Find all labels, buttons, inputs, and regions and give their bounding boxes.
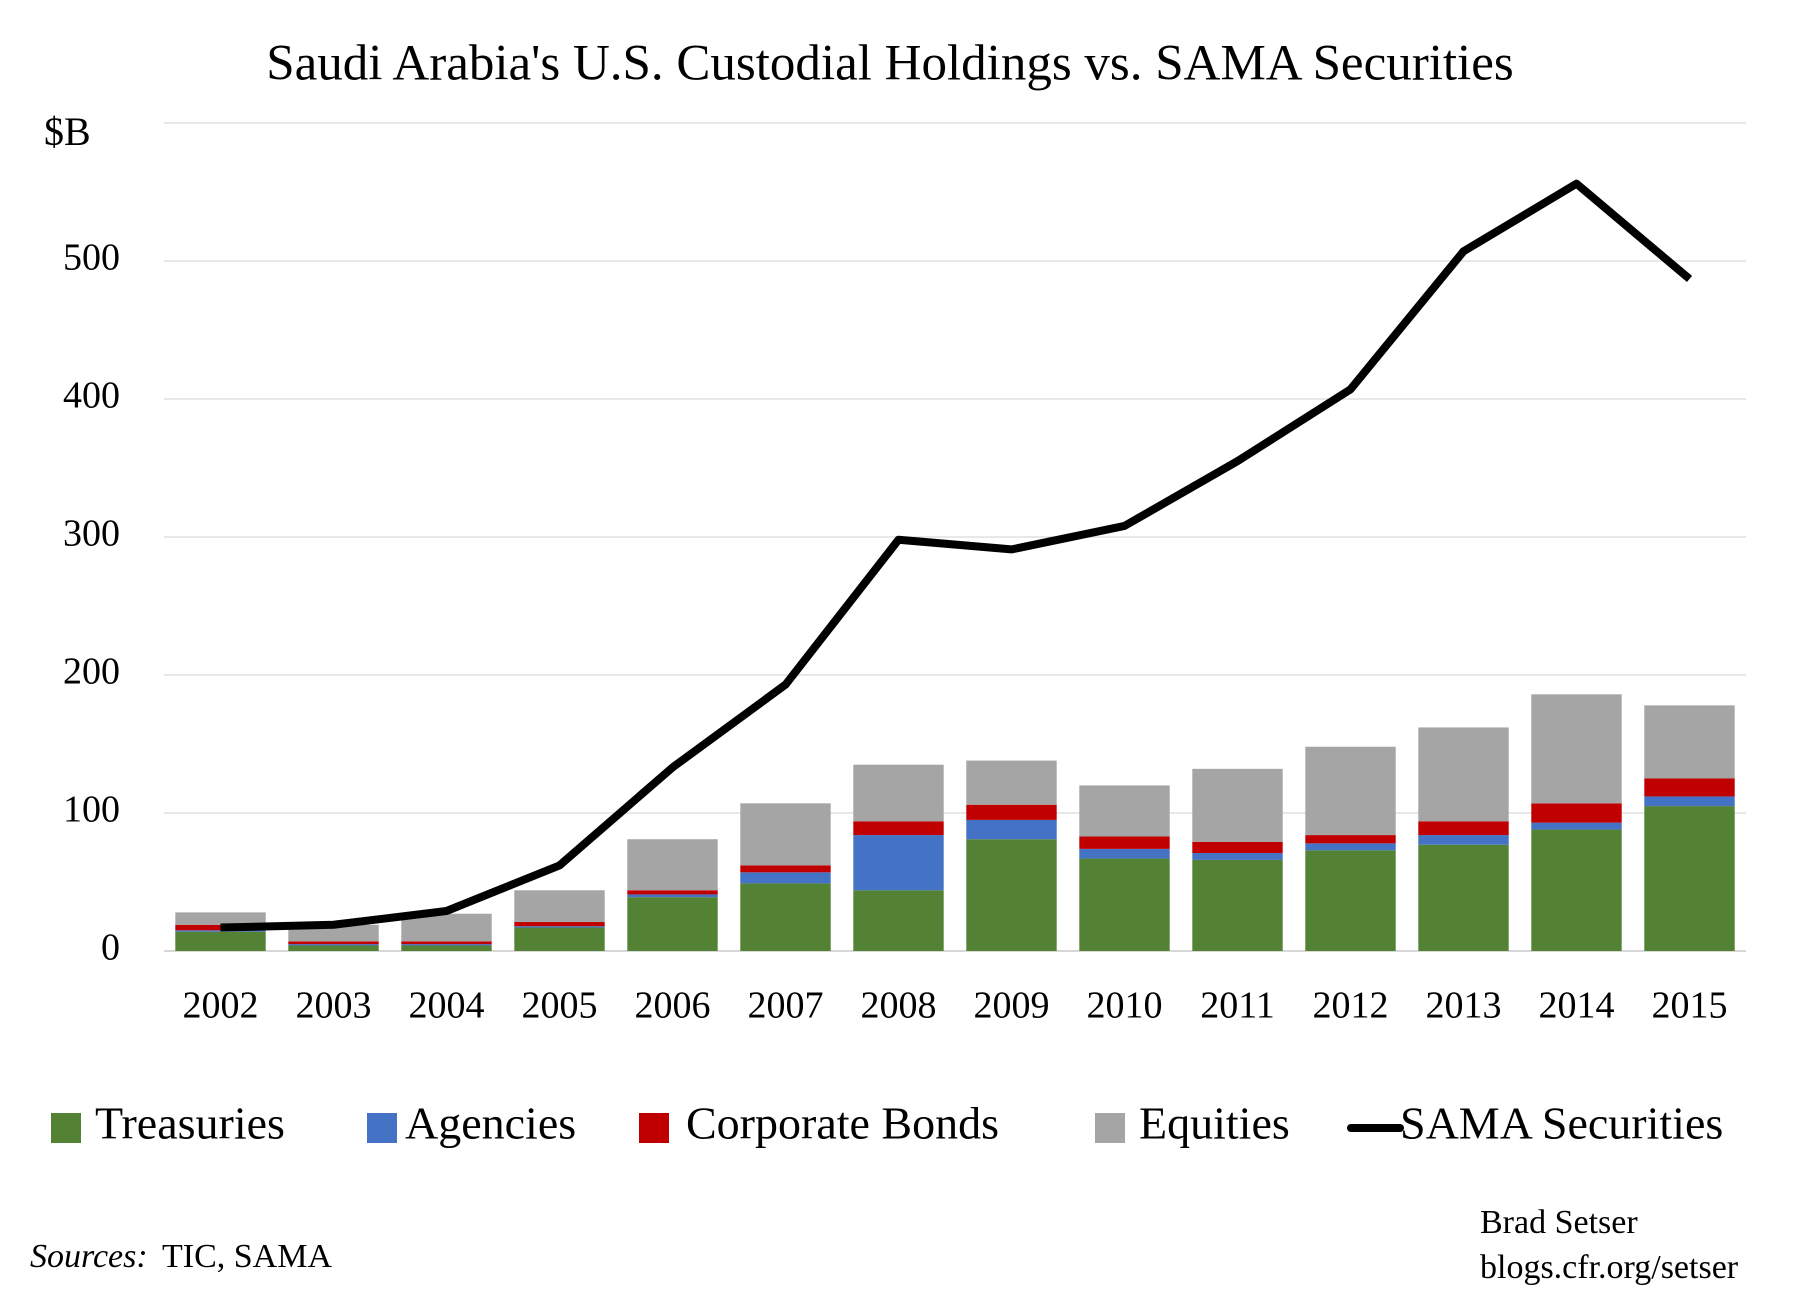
bar-segment (1079, 785, 1170, 837)
bar-segment (1644, 778, 1735, 797)
bar-segment (1531, 822, 1622, 830)
bar-segment (514, 927, 605, 951)
bar-segment (1079, 858, 1170, 951)
x-tick-label: 2002 (183, 985, 259, 1027)
bar-segment (1192, 859, 1283, 951)
source: TIC, SAMA (162, 1238, 332, 1275)
x-tick-label: 2007 (748, 985, 824, 1027)
bar-segment (1192, 841, 1283, 854)
bar-segment (853, 821, 944, 836)
bar-segment (740, 865, 831, 873)
bar-segment (1418, 821, 1509, 836)
bar-segment (1418, 835, 1509, 845)
bar-segment (1192, 853, 1283, 860)
x-tick-label: 2008 (861, 985, 937, 1027)
bar-segment (1305, 850, 1396, 951)
x-tick-label: 2009 (974, 985, 1050, 1027)
credit: blogs.cfr.org/setser (1480, 1249, 1739, 1286)
bar-segment (1305, 843, 1396, 851)
y-tick-label: 0 (101, 927, 120, 969)
bar-segment (966, 839, 1057, 951)
bar-segment (627, 897, 718, 951)
bar-segment (627, 839, 718, 891)
legend-label: Corporate Bonds (686, 1098, 999, 1149)
bar-segment (514, 926, 605, 928)
legend-swatch (51, 1113, 81, 1143)
y-tick-label: 400 (63, 375, 120, 417)
legend-swatch (367, 1113, 397, 1143)
bar-segment (514, 890, 605, 923)
bar-segment (175, 930, 266, 932)
x-tick-label: 2004 (409, 985, 485, 1027)
bar-segment (740, 883, 831, 951)
bar-segment (966, 819, 1057, 840)
y-axis-label: $B (44, 109, 91, 154)
legend-swatch (639, 1113, 669, 1143)
x-tick-label: 2011 (1200, 985, 1275, 1027)
bar-segment (288, 945, 379, 951)
bar-segment (853, 835, 944, 891)
line-series (220, 179, 1693, 932)
bar-segment (1079, 836, 1170, 849)
bar-segment (288, 941, 379, 945)
y-tick-label: 100 (63, 789, 120, 831)
x-tick-label: 2015 (1652, 985, 1728, 1027)
bar-segment (1305, 835, 1396, 844)
bar-segment (627, 894, 718, 898)
x-tick-label: 2003 (296, 985, 372, 1027)
bar-segment (175, 924, 266, 931)
bar-segment (740, 803, 831, 866)
bar-segment (740, 872, 831, 884)
legend-label: Treasuries (95, 1098, 285, 1149)
bar-segment (1531, 829, 1622, 951)
legend-label: Equities (1139, 1098, 1290, 1149)
bar-segment (1531, 694, 1622, 804)
bar-segment (1305, 746, 1396, 836)
y-tick-label: 500 (63, 237, 120, 279)
legend-label: SAMA Securities (1400, 1098, 1723, 1149)
bar-segment (853, 764, 944, 822)
bar-segment (966, 804, 1057, 820)
bar-segment (288, 944, 379, 946)
bar-segment (1531, 803, 1622, 823)
chart-title: Saudi Arabia's U.S. Custodial Holdings v… (266, 36, 1513, 92)
bar-segment (966, 760, 1057, 805)
bar-segment (401, 945, 492, 951)
bar-segment (1644, 806, 1735, 951)
x-tick-label: 2013 (1426, 985, 1502, 1027)
bar-segment (853, 890, 944, 951)
x-tick-label: 2012 (1313, 985, 1389, 1027)
x-tick-label: 2014 (1539, 985, 1615, 1027)
x-tick-label: 2005 (522, 985, 598, 1027)
bar-segment (514, 922, 605, 927)
source-label: Sources: (30, 1238, 148, 1275)
bar-segment (1418, 727, 1509, 822)
x-tick-label: 2006 (635, 985, 711, 1027)
bar-segment (1192, 768, 1283, 842)
bar-segment (1418, 844, 1509, 951)
bar-segment (175, 931, 266, 951)
x-tick-label: 2010 (1087, 985, 1163, 1027)
y-tick-label: 300 (63, 513, 120, 555)
legend-label: Agencies (405, 1098, 576, 1149)
bar-segment (401, 944, 492, 946)
credit: Brad Setser (1480, 1204, 1638, 1241)
y-tick-label: 200 (63, 651, 120, 693)
bar-segment (1644, 705, 1735, 779)
bar-segment (175, 912, 266, 925)
legend-swatch (1095, 1113, 1125, 1143)
bar-segment (627, 890, 718, 895)
bar-segment (1644, 796, 1735, 807)
bar-segment (401, 941, 492, 945)
bar-segment (1079, 848, 1170, 859)
